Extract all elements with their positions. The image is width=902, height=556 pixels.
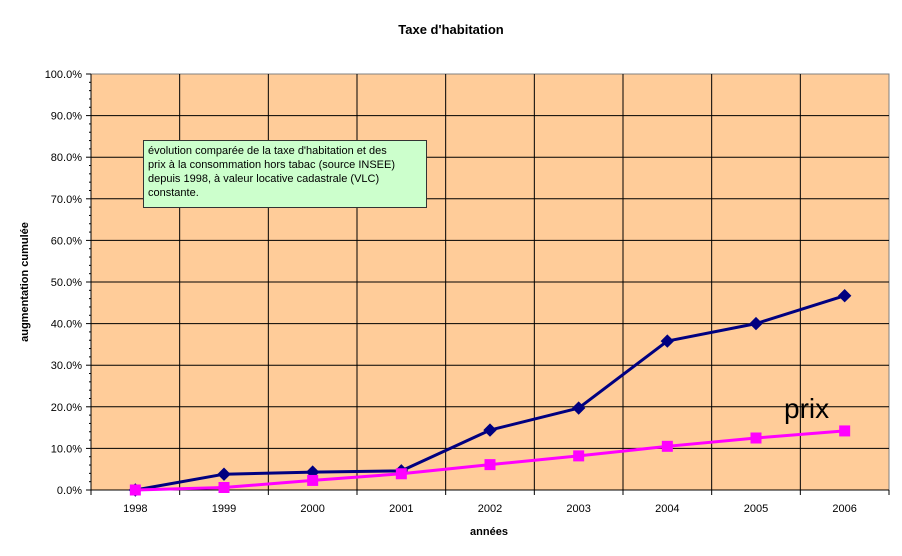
x-tick-label: 2005 [744, 503, 768, 515]
data-point-square [839, 425, 851, 437]
data-point-diamond [571, 401, 586, 415]
chart-title: Taxe d'habitation [398, 22, 503, 37]
x-axis-label: années [470, 526, 508, 538]
data-point-diamond [749, 316, 763, 331]
data-point-square [307, 474, 319, 486]
y-tick-label: 50.0% [51, 277, 82, 289]
x-tick-label: 2000 [300, 503, 324, 515]
y-tick-label: 70.0% [51, 194, 82, 206]
x-tick-label: 2003 [566, 503, 590, 515]
data-point-diamond [217, 467, 231, 481]
data-point-diamond [837, 289, 852, 303]
data-point-square [573, 450, 585, 462]
y-tick-label: 60.0% [51, 235, 82, 247]
data-point-square [750, 432, 762, 444]
series-layer [128, 289, 852, 497]
y-tick-label: 80.0% [51, 152, 82, 164]
x-tick-label: 1999 [212, 503, 236, 515]
data-point-square [395, 468, 407, 480]
data-point-diamond [483, 423, 497, 437]
series-label-prix: prix [784, 393, 829, 424]
y-tick-label: 10.0% [51, 443, 82, 455]
x-tick-label: 2004 [655, 503, 679, 515]
y-tick-label: 90.0% [51, 111, 82, 123]
x-tick-label: 1998 [123, 503, 147, 515]
data-point-square [218, 482, 230, 494]
y-axis-label: augmentation cumulée [19, 222, 31, 342]
x-tick-label: 2006 [832, 503, 856, 515]
data-point-diamond [660, 334, 675, 348]
y-tick-label: 100.0% [45, 69, 83, 81]
y-tick-label: 30.0% [51, 360, 82, 372]
x-tick-label: 2002 [478, 503, 502, 515]
axes: 0.0% 10.0% 20.0% 30.0% 40.0% 50.0% 60.0% 70.0% 8… [45, 69, 890, 515]
y-tick-label: 40.0% [51, 319, 82, 331]
data-point-square [661, 440, 673, 452]
annotation-box: évolution comparée de la taxe d'habitati… [143, 140, 427, 208]
y-tick-label: 20.0% [51, 402, 82, 414]
data-point-square [129, 484, 141, 496]
x-tick-label: 2001 [389, 503, 413, 515]
y-tick-label: 0.0% [57, 485, 82, 497]
data-point-square [484, 459, 496, 471]
